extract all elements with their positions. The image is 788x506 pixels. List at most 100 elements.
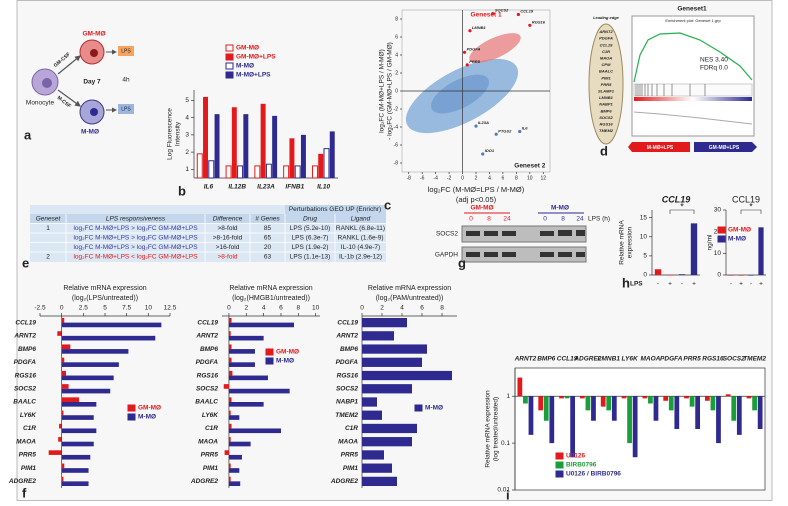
x-tick-label: 0 [60,305,64,312]
bar [362,357,422,367]
bracket [740,209,762,214]
bar [58,437,62,442]
gene: LMNB1 [599,95,614,100]
x-tick-label: ADGRE2 [573,356,601,363]
bar [728,275,734,276]
annotation: * [749,201,753,211]
x-axis-label: log₂FC (M-MØ=LPS / M-MØ) [428,185,525,194]
bar [61,388,111,394]
bar [695,396,701,429]
annotation: Geneset 2 [514,163,545,170]
x-tick-label: 12.5 [164,305,177,312]
column-header: LPS responsiveness [106,216,166,223]
bar [196,153,203,179]
x-tick-label: -4 [433,175,438,181]
y-tick-label: ARNT2 [13,333,36,340]
bar [362,317,407,328]
x-tick-label: 4 [262,305,266,312]
y-tick-label: ADGRE2 [330,478,358,485]
bar [61,362,119,367]
chart-title: Relative mRNA expression [63,285,146,292]
y-tick-label: TMEM2 [335,412,358,419]
y-tick-label: PRR5 [341,452,359,459]
x-tick-label: 2.5 [79,305,88,312]
gene: CCL19 [600,42,613,47]
bar [668,396,674,411]
cell: IL-1b (2.9e-12) [339,254,382,261]
x-tick-label: 7.5 [122,305,131,312]
bar [254,165,261,179]
legend-swatch [225,71,234,79]
panel-label: i [506,487,510,502]
gene: C1R [602,49,610,54]
y-axis-label: Intensity [175,121,182,146]
y-tick-label: 0 [717,272,721,279]
label: Enrichment plot: Geneset 1.grp [665,18,721,23]
x-tick-label: - [750,281,752,288]
y-tick-label: 2 [395,70,398,76]
y-tick-label: -4 [394,124,399,130]
label: LPS [121,106,131,112]
y-tick-label: ADGRE2 [190,478,218,485]
bar [757,396,763,429]
cell: >8-fold [217,254,237,261]
y-tick-label: MAOA [16,438,36,445]
bar [362,344,427,354]
x-tick-label: 0 [360,305,364,312]
bar [61,481,89,487]
chart-title: Relative mRNA expression [229,285,312,292]
x-tick-label: SOCS2 [723,356,745,363]
bar [225,165,232,179]
bar [627,396,632,444]
gene: NABP1 [599,102,613,107]
bar [228,397,232,402]
x-tick-label: 6 [279,305,283,312]
bar [61,454,91,460]
chart-title: CCL19 [732,194,760,204]
cell: LPS (1.1e-13) [290,254,330,261]
x-tick-label: CCL19 [557,356,578,363]
timepoint: 8 [487,216,491,223]
chart-title: Relative mRNA expression [368,285,451,292]
bar [611,396,617,421]
y-tick-label: 2 [185,149,189,156]
legend-label: GM-MØ [236,45,259,52]
point [462,50,467,54]
cell: 20 [264,244,272,251]
title: Geneset1 [677,6,707,13]
bar [748,275,754,276]
bar [228,322,294,328]
y-tick-label: MAOA [198,438,218,445]
bar [362,410,382,420]
x-tick-label: 5 [103,305,107,312]
x-tick-label: ARNT2 [514,356,537,363]
header-bg [285,205,386,214]
y-tick-label: 1 [185,166,189,173]
bar [632,396,638,458]
legend-label: BIRB0796 [566,462,597,469]
bar [228,357,232,363]
y-tick-label: RGS16 [337,372,359,379]
label: Monocyte [26,100,55,107]
x-tick-label: 8 [515,175,518,181]
cell: log₂FC M-MØ+LPS > log₂FC GM-MØ+LPS [73,235,198,242]
x-tick-label: 2 [244,305,248,312]
gene: PDGFA [599,36,613,41]
y-tick-label: 8 [395,16,398,22]
y-tick-label: -2 [394,106,399,112]
y-tick-label: 0 [395,88,398,94]
legend-swatch [225,44,234,52]
gene: CPM [602,62,612,67]
gene: SOCS2 [599,115,613,120]
legend-swatch [225,53,234,61]
point [494,132,498,136]
bar [61,317,65,323]
bar [704,396,710,401]
bar [758,227,764,275]
y-axis-label: (log treated/untreated) [493,397,500,461]
timepoint: 24 [576,216,584,223]
x-tick-label: 4 [400,305,404,312]
x-tick-label: + [692,281,696,288]
cell: >16-fold [216,244,240,251]
legend-label: GM-MØ [138,405,161,412]
